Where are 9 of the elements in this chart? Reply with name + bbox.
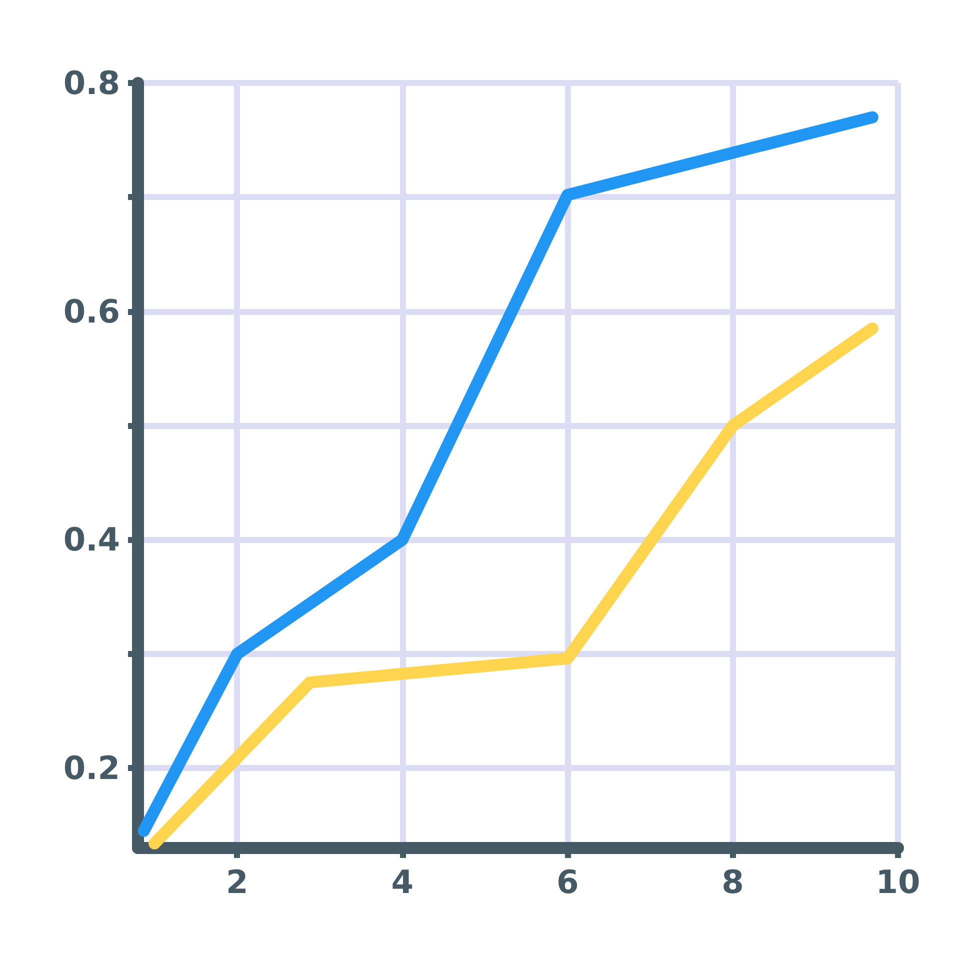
x-tick-label: 2 [226, 863, 248, 901]
y-tick-label: 0.4 [63, 520, 120, 559]
x-tick-label: 6 [556, 863, 579, 901]
y-tick-label: 0.2 [63, 749, 120, 788]
x-tick-label: 10 [876, 863, 920, 901]
y-tick-label: 0.8 [63, 64, 120, 102]
x-tick-label: 4 [391, 863, 414, 901]
x-tick-label: 8 [722, 863, 744, 901]
y-tick-label: 0.6 [63, 292, 120, 330]
